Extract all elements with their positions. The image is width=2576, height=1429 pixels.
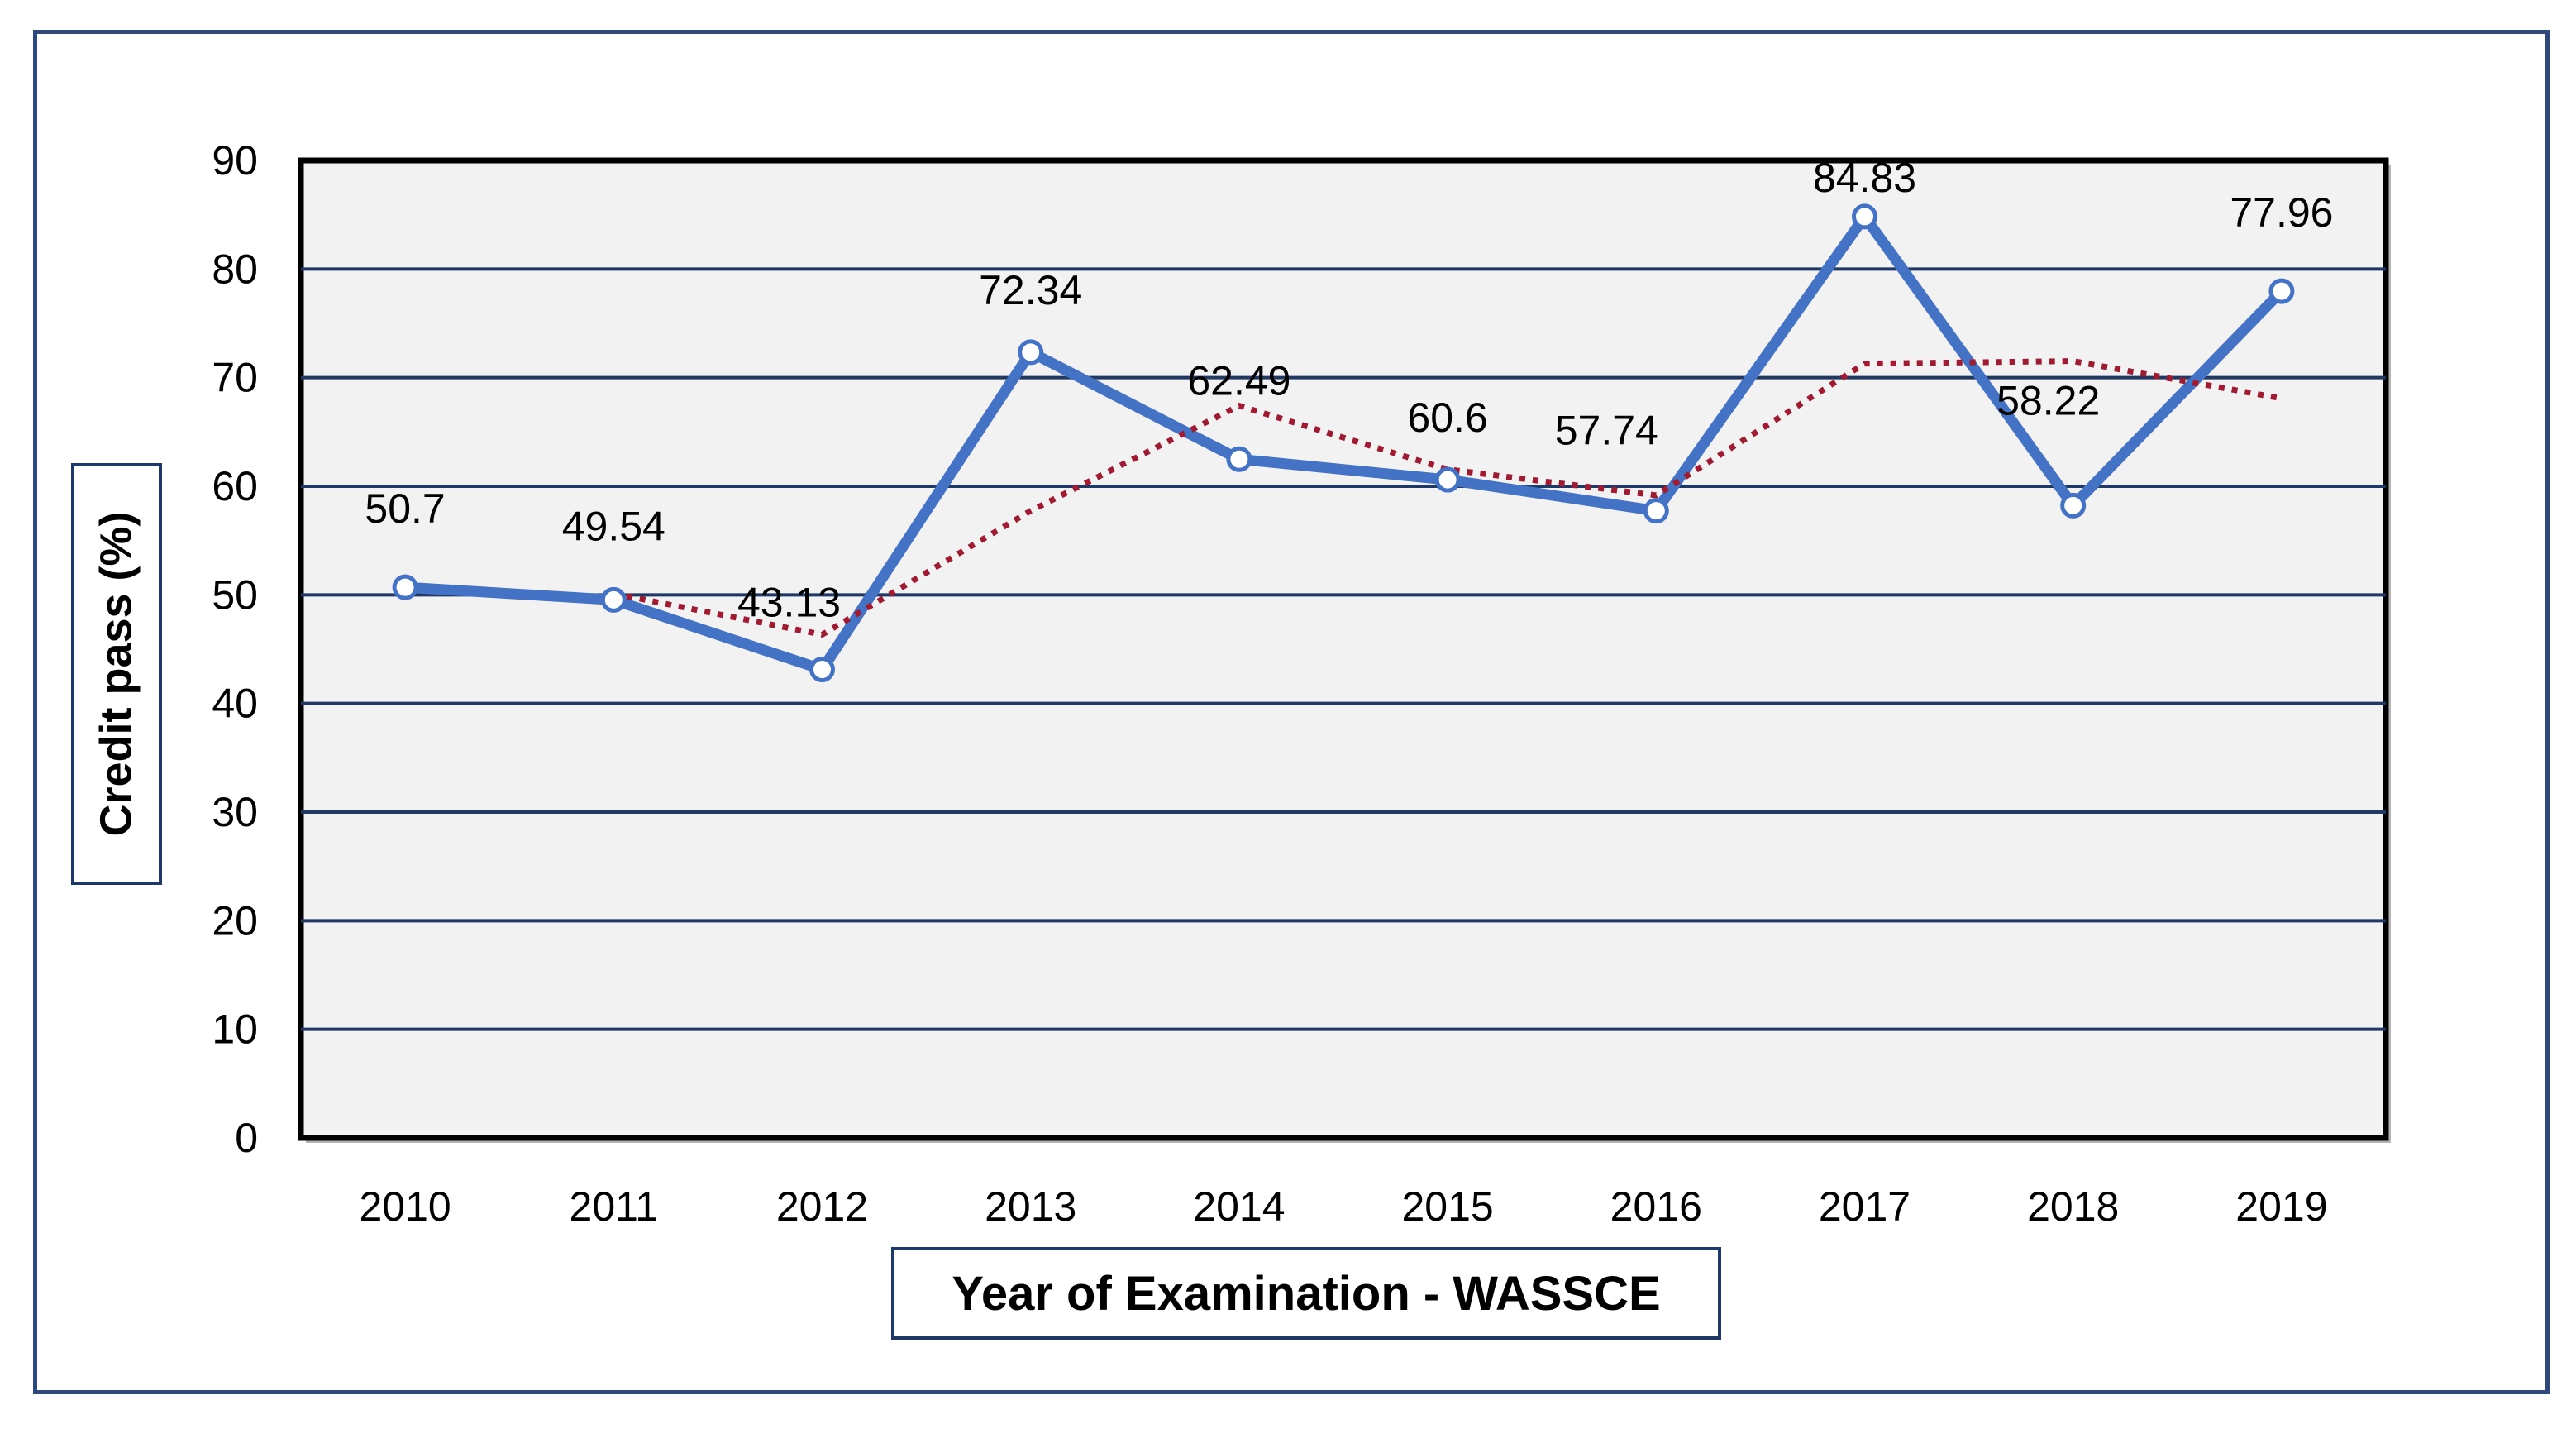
y-tick-label: 90 (212, 137, 258, 184)
data-label: 72.34 (979, 267, 1082, 313)
data-label: 49.54 (562, 503, 665, 549)
data-label: 57.74 (1555, 408, 1658, 454)
data-point (809, 657, 835, 683)
x-tick-label: 2012 (776, 1183, 868, 1230)
data-point (600, 586, 627, 613)
data-point (1018, 339, 1044, 366)
y-tick-label: 30 (212, 789, 258, 835)
x-tick-label: 2014 (1193, 1183, 1285, 1230)
data-point (2268, 278, 2295, 304)
y-tick-label: 70 (212, 355, 258, 401)
x-tick-label: 2015 (1401, 1183, 1493, 1230)
y-tick-label: 20 (212, 897, 258, 944)
x-axis-title: Year of Examination - WASSCE (952, 1266, 1661, 1321)
y-tick-label: 10 (212, 1006, 258, 1053)
x-tick-label: 2016 (1610, 1183, 1702, 1230)
y-tick-label: 80 (212, 246, 258, 292)
x-axis-title-box: Year of Examination - WASSCE (891, 1247, 1721, 1340)
data-point (1434, 466, 1461, 493)
x-tick-label: 2018 (2027, 1183, 2119, 1230)
y-tick-label: 60 (212, 463, 258, 509)
plot-area (298, 157, 2389, 1141)
x-tick-label: 2017 (1819, 1183, 1911, 1230)
x-tick-label: 2011 (570, 1183, 659, 1230)
data-label: 77.96 (2230, 189, 2333, 236)
data-label: 60.6 (1407, 394, 1487, 441)
y-tick-label: 0 (235, 1115, 258, 1161)
data-label: 43.13 (737, 580, 841, 626)
x-tick-label: 2010 (359, 1183, 451, 1230)
series-line-credit-pass (399, 211, 2287, 676)
data-label: 58.22 (1996, 377, 2100, 423)
data-point (392, 574, 418, 600)
data-label: 62.49 (1187, 357, 1290, 404)
data-label: 50.7 (365, 485, 445, 532)
data-point (2060, 492, 2087, 519)
y-axis-title-box: Credit pass (%) (71, 463, 162, 885)
y-axis-title: Credit pass (%) (92, 511, 141, 837)
data-point (1852, 203, 1877, 230)
data-point (1226, 446, 1252, 472)
y-tick-label: 50 (212, 571, 258, 618)
data-point (1643, 498, 1669, 524)
x-tick-label: 2019 (2235, 1183, 2327, 1230)
series-line-moving-average (613, 358, 2283, 638)
data-label: 84.83 (1813, 155, 1916, 201)
x-tick-label: 2013 (985, 1183, 1076, 1230)
y-tick-label: 40 (212, 681, 258, 727)
